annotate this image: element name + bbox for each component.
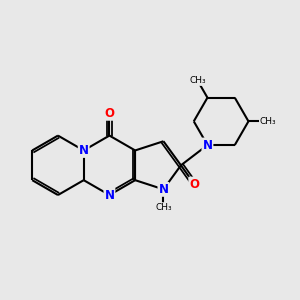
Text: N: N [158, 183, 168, 196]
Text: N: N [104, 188, 114, 202]
Text: N: N [202, 139, 212, 152]
Text: CH₃: CH₃ [260, 117, 276, 126]
Text: O: O [104, 107, 114, 120]
Text: CH₃: CH₃ [190, 76, 206, 85]
Text: CH₃: CH₃ [155, 203, 172, 212]
Text: N: N [79, 144, 89, 157]
Text: O: O [189, 178, 199, 190]
